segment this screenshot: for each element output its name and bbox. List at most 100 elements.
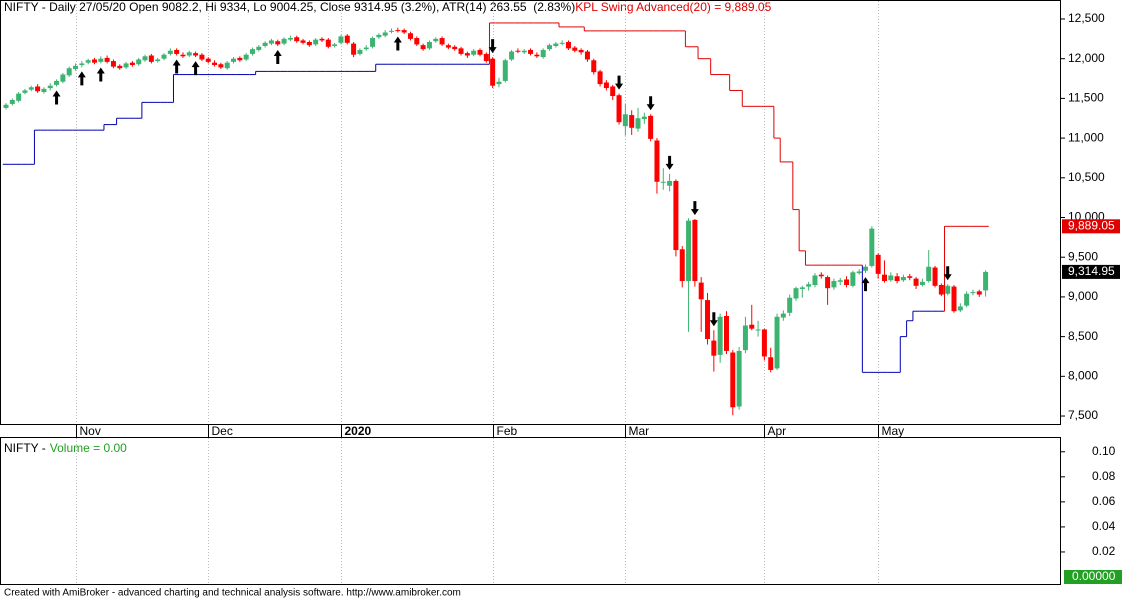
value-marker	[1062, 219, 1120, 234]
candle-body	[300, 40, 306, 43]
candle-body	[148, 55, 154, 62]
candle-body	[648, 115, 654, 139]
date-label: Dec	[212, 424, 233, 438]
candle-body	[913, 278, 919, 286]
date-label: Apr	[768, 424, 787, 438]
candle-body	[578, 49, 584, 53]
candle-body	[742, 325, 748, 351]
candle-body	[243, 54, 249, 60]
value-marker	[1064, 570, 1122, 584]
buy-arrow	[393, 36, 402, 51]
candle-body	[319, 38, 325, 41]
candle-body	[502, 60, 508, 81]
candle-body	[584, 51, 590, 60]
candle-body	[73, 65, 79, 70]
candle-body	[483, 53, 489, 62]
candle-body	[597, 71, 603, 85]
candle-body	[717, 316, 723, 355]
buy-arrow	[861, 277, 870, 292]
candle-body	[490, 58, 496, 86]
buy-arrow	[77, 71, 86, 86]
candle-body	[136, 59, 142, 65]
candle-body	[174, 49, 180, 54]
candle-body	[736, 350, 742, 407]
candle-body	[654, 140, 660, 182]
candle-body	[768, 357, 774, 370]
y-tick-label: 0.06	[1092, 494, 1116, 508]
candle-body	[142, 56, 148, 61]
candle-body	[325, 39, 331, 47]
candle-body	[407, 33, 413, 39]
candle-body	[104, 57, 110, 62]
candle-body	[711, 340, 717, 356]
candle-body	[850, 272, 856, 286]
candle-body	[723, 315, 729, 351]
candle-body	[464, 53, 470, 56]
candle-body	[603, 82, 609, 89]
sell-arrow	[709, 312, 718, 327]
candle-body	[395, 30, 401, 32]
candle-body	[679, 249, 685, 282]
candle-body	[123, 63, 129, 68]
candle-body	[117, 65, 123, 69]
candle-body	[970, 292, 976, 294]
candle-body	[945, 285, 951, 294]
y-tick-label: 0.08	[1092, 469, 1116, 483]
candle-body	[268, 40, 274, 44]
candle-body	[186, 52, 192, 56]
indicator-label: KPL Swing Advanced(20) = 9,889.05	[575, 0, 771, 14]
candle-body	[458, 48, 464, 54]
candle-body	[774, 316, 780, 369]
y-tick-label: 11,500	[1068, 91, 1104, 105]
sell-arrow	[665, 155, 674, 170]
value-marker-label: 9,889.05	[1068, 218, 1115, 232]
candle-body	[755, 329, 761, 331]
candle-body	[951, 286, 957, 312]
candle-body	[471, 50, 477, 55]
candle-body	[635, 118, 641, 129]
candle-body	[509, 51, 515, 60]
candle-body	[98, 58, 104, 62]
candle-body	[825, 277, 831, 289]
candle-body	[547, 45, 553, 50]
candle-body	[831, 281, 837, 288]
candle-body	[837, 280, 843, 282]
volume-pane	[0, 437, 1061, 585]
y-tick-label: 12,500	[1068, 11, 1105, 25]
candle-body	[161, 54, 167, 59]
candle-body	[749, 324, 755, 329]
date-label: Nov	[80, 424, 101, 438]
candle-body	[180, 54, 186, 57]
sell-arrow	[690, 201, 699, 216]
candle-body	[294, 37, 300, 42]
candle-body	[420, 45, 426, 50]
candle-body	[869, 228, 875, 266]
candle-body	[281, 38, 287, 44]
candle-body	[793, 288, 799, 299]
candle-body	[591, 60, 597, 73]
candle-body	[313, 39, 319, 45]
candle-body	[351, 43, 357, 55]
candle-body	[983, 271, 989, 291]
candle-body	[875, 254, 881, 274]
candle-body	[249, 49, 255, 54]
candle-body	[91, 59, 97, 63]
candle-body	[705, 300, 711, 339]
candle-body	[376, 34, 382, 38]
sell-arrow	[615, 75, 624, 90]
header: NIFTY - Daily 27/05/20 Open 9082.2, Hi 9…	[4, 0, 772, 14]
date-label: 2020	[345, 424, 372, 438]
candle-body	[224, 62, 230, 69]
y-tick-label: 8,000	[1068, 368, 1098, 382]
date-label: Mar	[629, 424, 650, 438]
candle-body	[515, 50, 521, 52]
footer: Created with AmiBroker - advanced charti…	[4, 588, 461, 599]
volume-title: NIFTY -	[4, 441, 46, 455]
candle-body	[275, 41, 281, 45]
candle-body	[629, 115, 635, 128]
candle-body	[964, 293, 970, 306]
candle-body	[363, 47, 369, 50]
candle-body	[565, 42, 571, 49]
candle-body	[812, 275, 818, 286]
